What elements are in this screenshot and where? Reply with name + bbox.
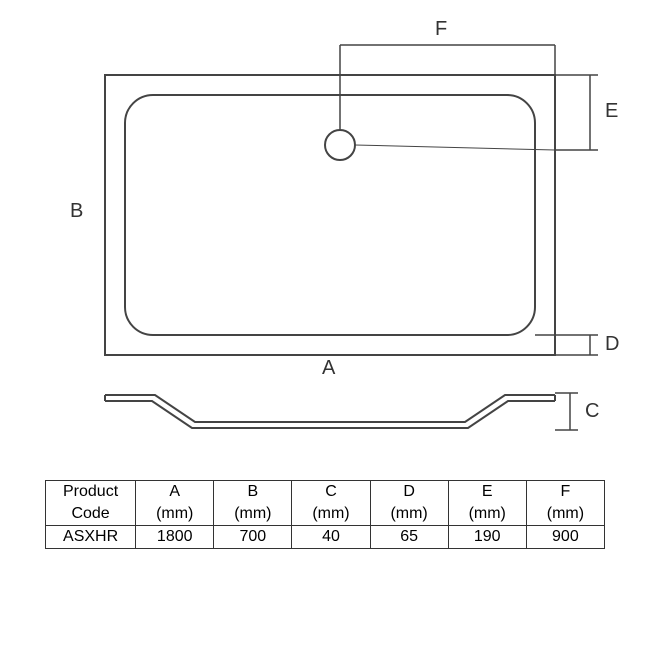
label-e: E <box>605 100 618 123</box>
th-c-2: (mm) <box>292 503 370 526</box>
cell-a: 1800 <box>136 526 214 549</box>
label-c: C <box>585 400 599 423</box>
table-header-row-2: Code (mm) (mm) (mm) (mm) (mm) (mm) <box>46 503 605 526</box>
th-b-1: B <box>214 481 292 504</box>
th-e-2: (mm) <box>448 503 526 526</box>
th-d-1: D <box>370 481 448 504</box>
th-a-1: A <box>136 481 214 504</box>
th-code-1: Product <box>46 481 136 504</box>
th-e-1: E <box>448 481 526 504</box>
tray-inner-rect <box>125 95 535 335</box>
label-d: D <box>605 333 619 356</box>
cell-code: ASXHR <box>46 526 136 549</box>
th-a-2: (mm) <box>136 503 214 526</box>
cell-f: 900 <box>526 526 604 549</box>
profile-bot-line <box>105 401 555 428</box>
table-header-row-1: Product A B C D E F <box>46 481 605 504</box>
profile-top-line <box>105 395 555 422</box>
cell-b: 700 <box>214 526 292 549</box>
drain-circle <box>325 130 355 160</box>
th-b-2: (mm) <box>214 503 292 526</box>
dim-e-leader <box>355 145 555 150</box>
th-c-1: C <box>292 481 370 504</box>
dimensions-table: Product A B C D E F Code (mm) (mm) (mm) … <box>45 480 605 549</box>
th-code-2: Code <box>46 503 136 526</box>
cell-c: 40 <box>292 526 370 549</box>
table-row: ASXHR 1800 700 40 65 190 900 <box>46 526 605 549</box>
th-f-1: F <box>526 481 604 504</box>
label-a: A <box>322 357 335 380</box>
th-d-2: (mm) <box>370 503 448 526</box>
diagram-container <box>0 0 650 650</box>
cell-d: 65 <box>370 526 448 549</box>
th-f-2: (mm) <box>526 503 604 526</box>
technical-drawing-svg <box>0 0 650 470</box>
label-b: B <box>70 200 83 223</box>
tray-outer-rect <box>105 75 555 355</box>
label-f: F <box>435 18 447 41</box>
cell-e: 190 <box>448 526 526 549</box>
